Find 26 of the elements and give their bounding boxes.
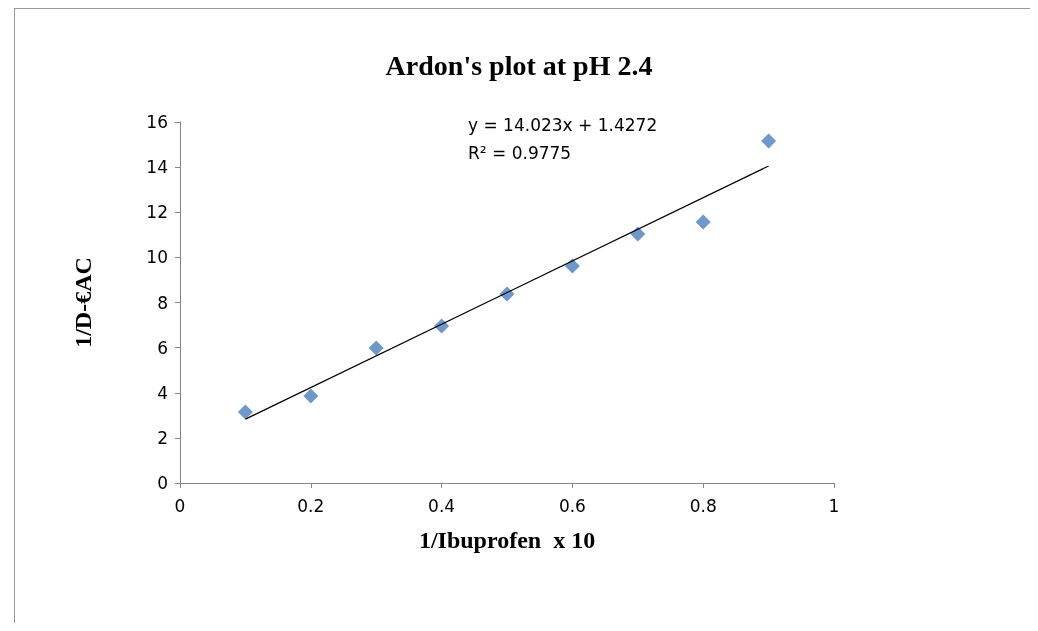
chart-title: Ardon's plot at pH 2.4 [385,49,653,81]
y-tick-label: 16 [146,112,168,132]
x-axis-title: 1/Ibuprofen x 10 [418,527,596,553]
point [303,388,319,404]
y-tick-label: 12 [146,202,168,223]
annotation: y = 14.023x + 1.4272 [468,114,658,135]
y-tick-label: 2 [157,427,168,448]
x-tick-label: 0.6 [558,495,586,516]
point [237,404,253,420]
x-tick-label: 0.4 [428,495,456,516]
y-tick-label: 8 [157,292,168,313]
y-tick-label: 4 [157,382,168,403]
y-tick-label: 10 [146,247,168,268]
y-tick-label: 6 [157,337,168,358]
y-axis-title: 1/D-€AC [70,257,96,348]
point [564,258,580,274]
x-tick-label: 0.2 [297,495,325,516]
point [761,133,777,149]
x-tick-label: 1 [828,495,840,516]
point [368,340,384,356]
y-tick-label: 14 [146,157,168,178]
x-tick-label: 0 [174,495,186,516]
y-tick-label: 0 [157,473,168,493]
annotation: R² = 0.9775 [468,142,572,163]
point [695,214,711,230]
x-tick-label: 0.8 [689,495,717,516]
